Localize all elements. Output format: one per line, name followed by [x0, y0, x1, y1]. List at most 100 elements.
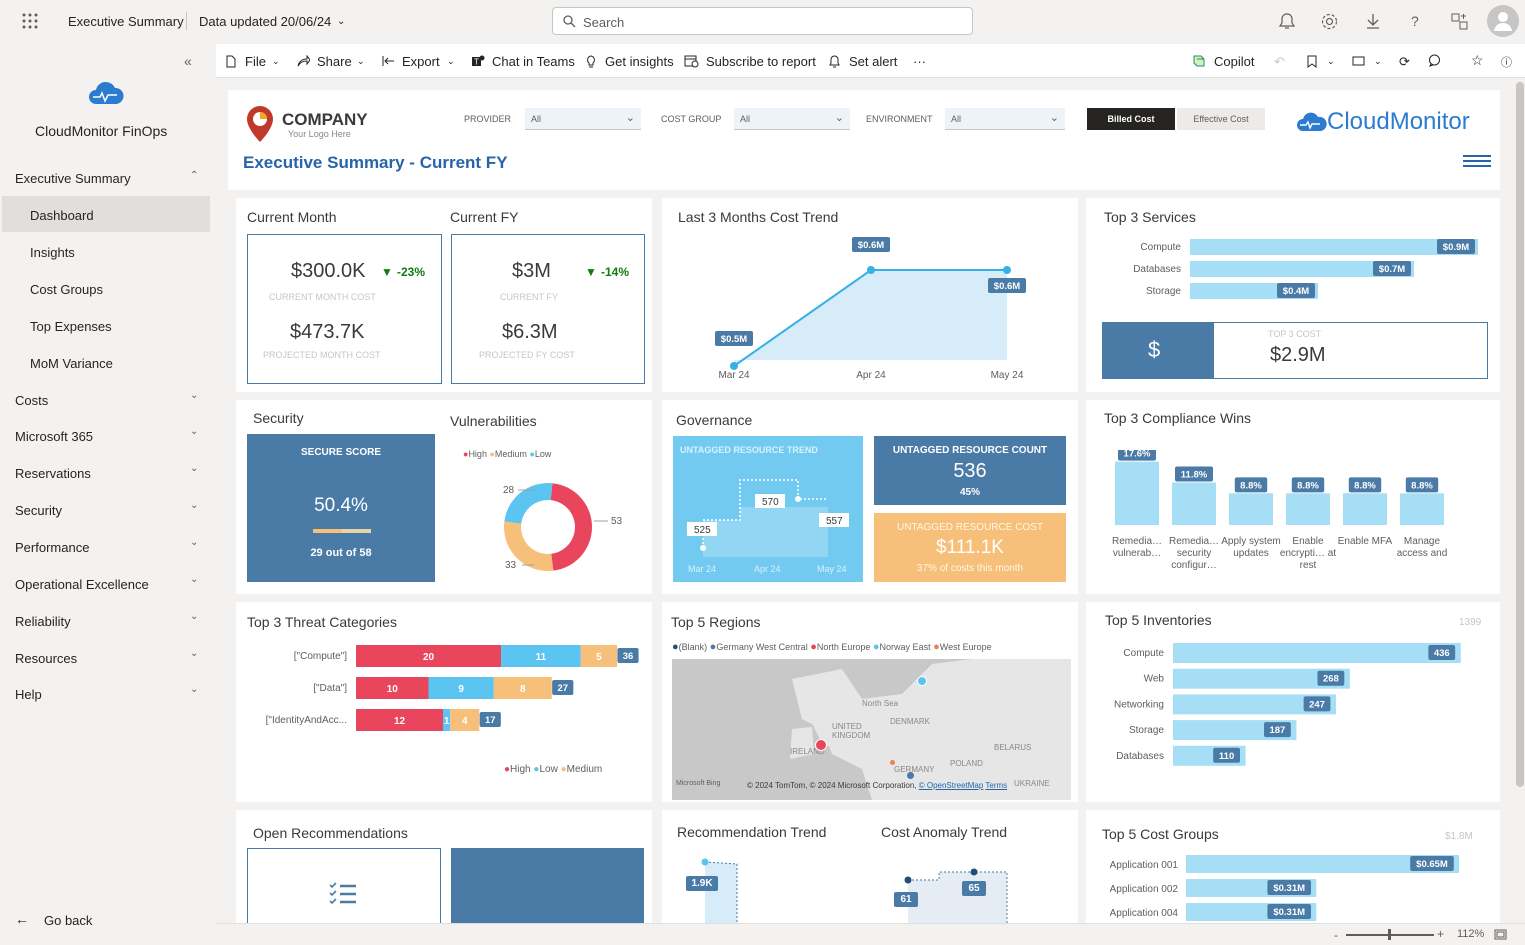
more-options-icon[interactable]: ···: [913, 54, 926, 69]
comment-icon[interactable]: [1428, 54, 1441, 67]
nav-executive-summary[interactable]: Executive Summary: [15, 171, 131, 186]
map-label: DENMARK: [890, 717, 931, 726]
collapse-icon[interactable]: «: [184, 53, 192, 69]
zoom-out-button[interactable]: -: [1334, 928, 1338, 942]
help-icon[interactable]: ?: [1411, 13, 1419, 29]
chevron-down-icon[interactable]: ⌄: [190, 574, 199, 585]
threats-chart: ["Compute"] 20 11 5 36 ["Data"] 10 9 8 27 ["Identi…: [266, 645, 639, 731]
report-title[interactable]: Executive Summary: [68, 14, 184, 29]
billed-cost-toggle[interactable]: Billed Cost: [1087, 108, 1175, 130]
nav-dashboard[interactable]: Dashboard: [30, 208, 94, 223]
inventories-title: Top 5 Inventories: [1105, 612, 1212, 628]
download-icon[interactable]: [1366, 13, 1380, 30]
set-alert-button[interactable]: Set alert: [849, 54, 898, 69]
gear-icon[interactable]: [1321, 13, 1338, 30]
chevron-down-icon[interactable]: ⌄: [190, 390, 199, 401]
info-icon[interactable]: ⓘ: [1501, 57, 1512, 69]
nav-insights[interactable]: Insights: [30, 245, 75, 260]
map-marker-norway-east[interactable]: [917, 676, 927, 686]
nav-costs[interactable]: Costs: [15, 393, 49, 408]
nav-reservations[interactable]: Reservations: [15, 466, 91, 481]
region-legend-item[interactable]: West Europe: [939, 642, 992, 652]
copilot-button[interactable]: Copilot: [1214, 54, 1255, 69]
chevron-down-icon[interactable]: ⌄: [1374, 56, 1382, 66]
subscribe-button[interactable]: Subscribe to report: [706, 54, 816, 69]
nav-microsoft-365[interactable]: Microsoft 365: [15, 429, 94, 444]
rec-trend-label: 1.9K: [686, 876, 718, 891]
trend-label-may: 557: [826, 516, 843, 527]
compliance-bar: [1172, 482, 1216, 525]
current-month-title: Current Month: [247, 209, 337, 225]
zoom-slider-thumb[interactable]: [1388, 929, 1391, 940]
feedback-icon[interactable]: [1451, 13, 1468, 30]
refresh-icon[interactable]: ⟳: [1399, 54, 1410, 69]
bell-icon[interactable]: [1279, 13, 1295, 30]
governance-title: Governance: [676, 412, 753, 428]
hamburger-menu-icon[interactable]: [1463, 154, 1491, 168]
regions-map[interactable]: North Sea DENMARK UNITED KINGDOM IRELAND…: [672, 659, 1071, 800]
terms-link[interactable]: Terms: [985, 781, 1008, 790]
report-toolbar: File ⌄ Share ⌄ Export ⌄ T Chat in Teams …: [216, 44, 1525, 78]
environment-dropdown[interactable]: All ⌄: [945, 108, 1065, 130]
map-label: IRELAND: [790, 747, 825, 756]
region-legend-item[interactable]: North Europe: [816, 642, 873, 652]
chevron-down-icon[interactable]: ⌄: [357, 56, 365, 66]
go-back-link[interactable]: Go back: [44, 913, 93, 928]
chevron-down-icon[interactable]: ⌄: [337, 16, 346, 27]
app-launcher-icon[interactable]: [22, 13, 38, 29]
provider-dropdown[interactable]: All ⌄: [525, 108, 641, 130]
chevron-down-icon[interactable]: ⌄: [190, 426, 199, 437]
nav-reliability[interactable]: Reliability: [15, 614, 71, 629]
cost-group-dropdown[interactable]: All ⌄: [734, 108, 850, 130]
region-legend-item[interactable]: Germany West Central: [716, 642, 811, 652]
effective-cost-toggle[interactable]: Effective Cost: [1177, 108, 1265, 130]
chevron-down-icon[interactable]: ⌄: [190, 648, 199, 659]
cost-group-value-bg: [1267, 904, 1311, 919]
undo-icon[interactable]: ↶: [1274, 54, 1285, 69]
view-icon[interactable]: [1352, 56, 1365, 66]
zoom-level[interactable]: 112%: [1457, 928, 1485, 940]
status-bar: - + 112%: [216, 923, 1525, 945]
get-insights-button[interactable]: Get insights: [605, 54, 674, 69]
fit-to-page-icon[interactable]: [1494, 929, 1507, 940]
share-menu[interactable]: Share: [317, 54, 352, 69]
chevron-down-icon[interactable]: ⌄: [190, 684, 199, 695]
nav-top-expenses[interactable]: Top Expenses: [30, 319, 112, 334]
nav-mom-variance[interactable]: MoM Variance: [30, 356, 113, 371]
chevron-down-icon[interactable]: ⌄: [1327, 56, 1335, 66]
export-menu[interactable]: Export: [402, 54, 440, 69]
nav-resources[interactable]: Resources: [15, 651, 78, 666]
cost-group-value-bg: [1267, 880, 1311, 895]
inventory-value-bg: [1213, 747, 1240, 763]
nav-cost-groups[interactable]: Cost Groups: [30, 282, 103, 297]
nav-help[interactable]: Help: [15, 687, 42, 702]
vertical-scrollbar[interactable]: [1516, 82, 1524, 787]
nav-operational-excellence[interactable]: Operational Excellence: [15, 577, 149, 592]
star-icon[interactable]: ☆: [1471, 52, 1484, 68]
osm-link[interactable]: © OpenStreetMap: [918, 781, 984, 790]
inventory-value-bg: [1303, 696, 1331, 712]
chevron-down-icon[interactable]: ⌄: [190, 537, 199, 548]
map-marker-north-europe[interactable]: [815, 739, 827, 751]
file-menu[interactable]: File: [245, 54, 266, 69]
data-updated[interactable]: Data updated 20/06/24: [199, 14, 332, 29]
region-legend-item[interactable]: Norway East: [879, 642, 934, 652]
chevron-down-icon[interactable]: ⌄: [447, 56, 455, 66]
arrow-left-icon[interactable]: ←: [15, 911, 29, 927]
chevron-down-icon[interactable]: ⌄: [190, 611, 199, 622]
avatar[interactable]: [1487, 5, 1519, 37]
region-legend-item[interactable]: (Blank): [678, 642, 710, 652]
nav-security[interactable]: Security: [15, 503, 62, 518]
service-value: $0.4M: [1283, 286, 1309, 297]
chevron-down-icon[interactable]: ⌄: [190, 500, 199, 511]
zoom-in-button[interactable]: +: [1437, 927, 1445, 941]
chevron-up-icon[interactable]: ⌃: [190, 170, 199, 181]
chevron-down-icon[interactable]: ⌄: [190, 463, 199, 474]
chat-in-teams-button[interactable]: Chat in Teams: [492, 54, 575, 69]
nav-performance[interactable]: Performance: [15, 540, 90, 555]
map-marker-west-europe[interactable]: [890, 760, 895, 765]
chevron-down-icon[interactable]: ⌄: [272, 56, 280, 66]
bookmark-icon[interactable]: [1307, 55, 1317, 68]
map-marker-germany-west-central[interactable]: [907, 772, 914, 779]
search-input[interactable]: Search: [552, 7, 973, 35]
